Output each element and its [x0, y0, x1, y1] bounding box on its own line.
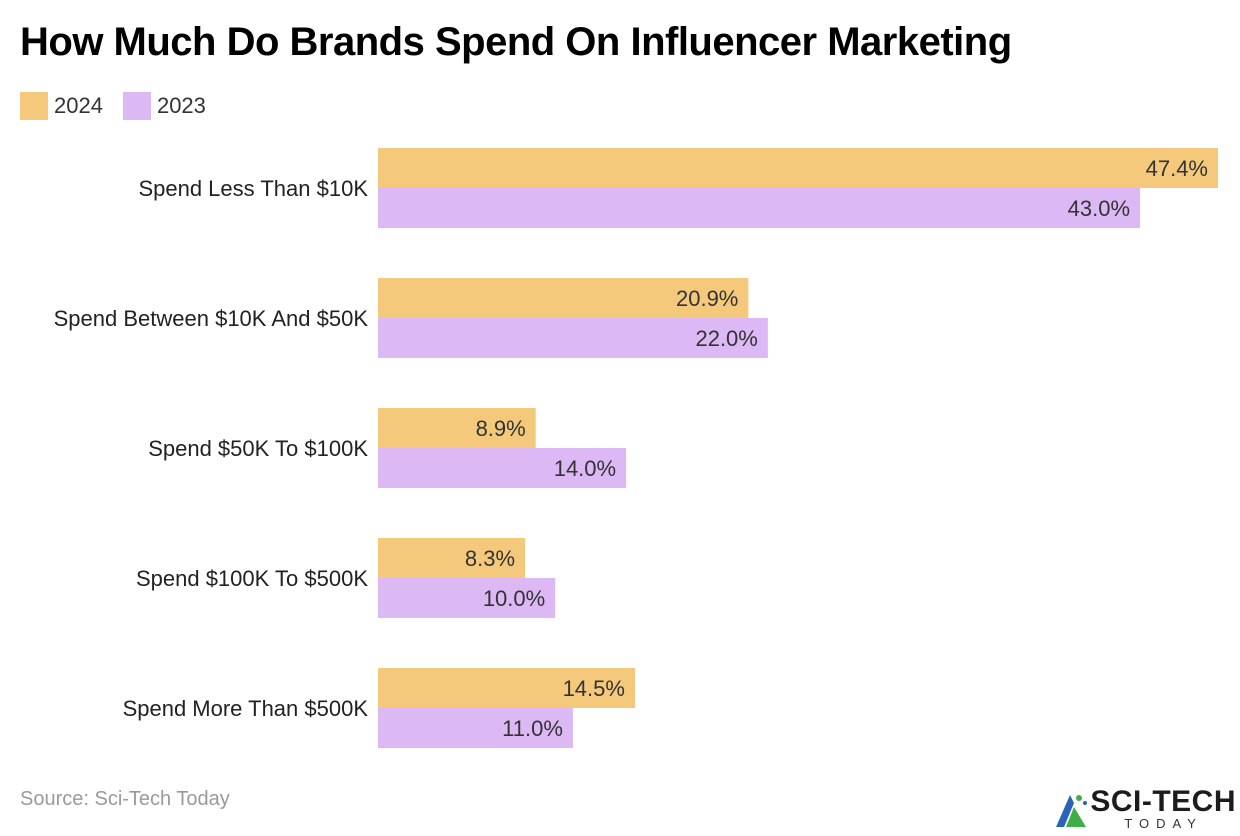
bar-2024: [378, 538, 526, 578]
category-label: Spend $50K To $100K: [148, 436, 368, 461]
bar-2024: [378, 148, 1218, 188]
bar-2024: [378, 668, 635, 708]
data-label-2024: 8.3%: [465, 546, 515, 571]
data-label-2023: 14.0%: [554, 456, 616, 481]
chart-title: How Much Do Brands Spend On Influencer M…: [20, 20, 1012, 64]
bar-2024: [378, 408, 536, 448]
bar-2023: [378, 188, 1141, 228]
bar-2023: [378, 708, 573, 748]
category-label: Spend $100K To $500K: [136, 566, 368, 591]
source-note: Source: Sci-Tech Today: [20, 788, 230, 810]
legend-item-2024: 2024: [20, 92, 103, 120]
logo-main-text: SCI-TECH: [1090, 785, 1236, 818]
legend-swatch-2023: [122, 92, 151, 120]
data-label-2023: 10.0%: [483, 586, 545, 611]
data-label-2024: 8.9%: [476, 416, 526, 441]
category-label: Spend Less Than $10K: [138, 176, 368, 201]
legend-item-2023: 2023: [122, 92, 206, 120]
data-label-2024: 47.4%: [1146, 156, 1208, 181]
data-label-2024: 14.5%: [563, 676, 625, 701]
legend-label-2024: 2024: [54, 93, 103, 118]
bar-2024: [378, 278, 749, 318]
data-label-2023: 22.0%: [695, 326, 757, 351]
bar-2023: [378, 318, 768, 358]
category-label: Spend Between $10K And $50K: [54, 306, 369, 331]
legend-swatch-2024: [20, 92, 48, 120]
data-label-2023: 11.0%: [502, 716, 563, 741]
brand-logo: SCI-TECH TODAY: [1052, 787, 1236, 830]
data-label-2023: 43.0%: [1068, 196, 1130, 221]
logo-icon: [1056, 794, 1088, 827]
logo-sub-text: TODAY: [1124, 816, 1203, 831]
category-label: Spend More Than $500K: [123, 696, 369, 721]
legend-label-2023: 2023: [156, 93, 206, 118]
legend: 2024 2023: [20, 92, 226, 120]
data-label-2024: 20.9%: [676, 286, 738, 311]
bar-2023: [378, 448, 627, 488]
bar-2023: [378, 578, 556, 618]
